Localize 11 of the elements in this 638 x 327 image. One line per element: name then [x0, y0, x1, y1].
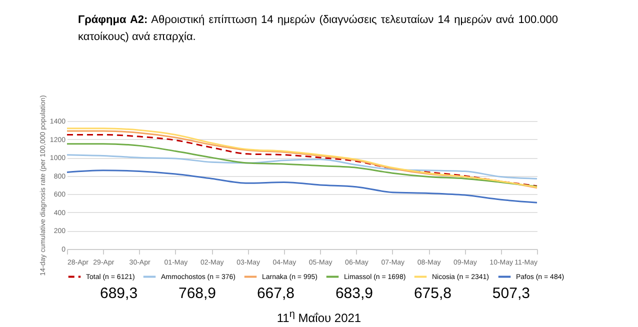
line-series — [66, 143, 538, 188]
text: 689,3 — [100, 285, 138, 302]
text: 683,9 — [335, 285, 373, 302]
line-series — [66, 154, 538, 180]
text: 768,9 — [178, 285, 216, 302]
text: 11$^{η}$ Μαΐου 2021 — [276, 309, 362, 325]
text: 675,8 — [414, 285, 452, 302]
line-series — [66, 170, 538, 204]
text: 667,8 — [256, 285, 295, 302]
text: 507,3 — [492, 285, 530, 302]
chart-title: Γράφημα Α2: Αθροιστική επίπτωση 14 ημερών (διαγνώσεις τελευταίων 14 ημερών ανά 100.000 κατοίκους) ανά επαρχία. — [78, 13, 558, 45]
